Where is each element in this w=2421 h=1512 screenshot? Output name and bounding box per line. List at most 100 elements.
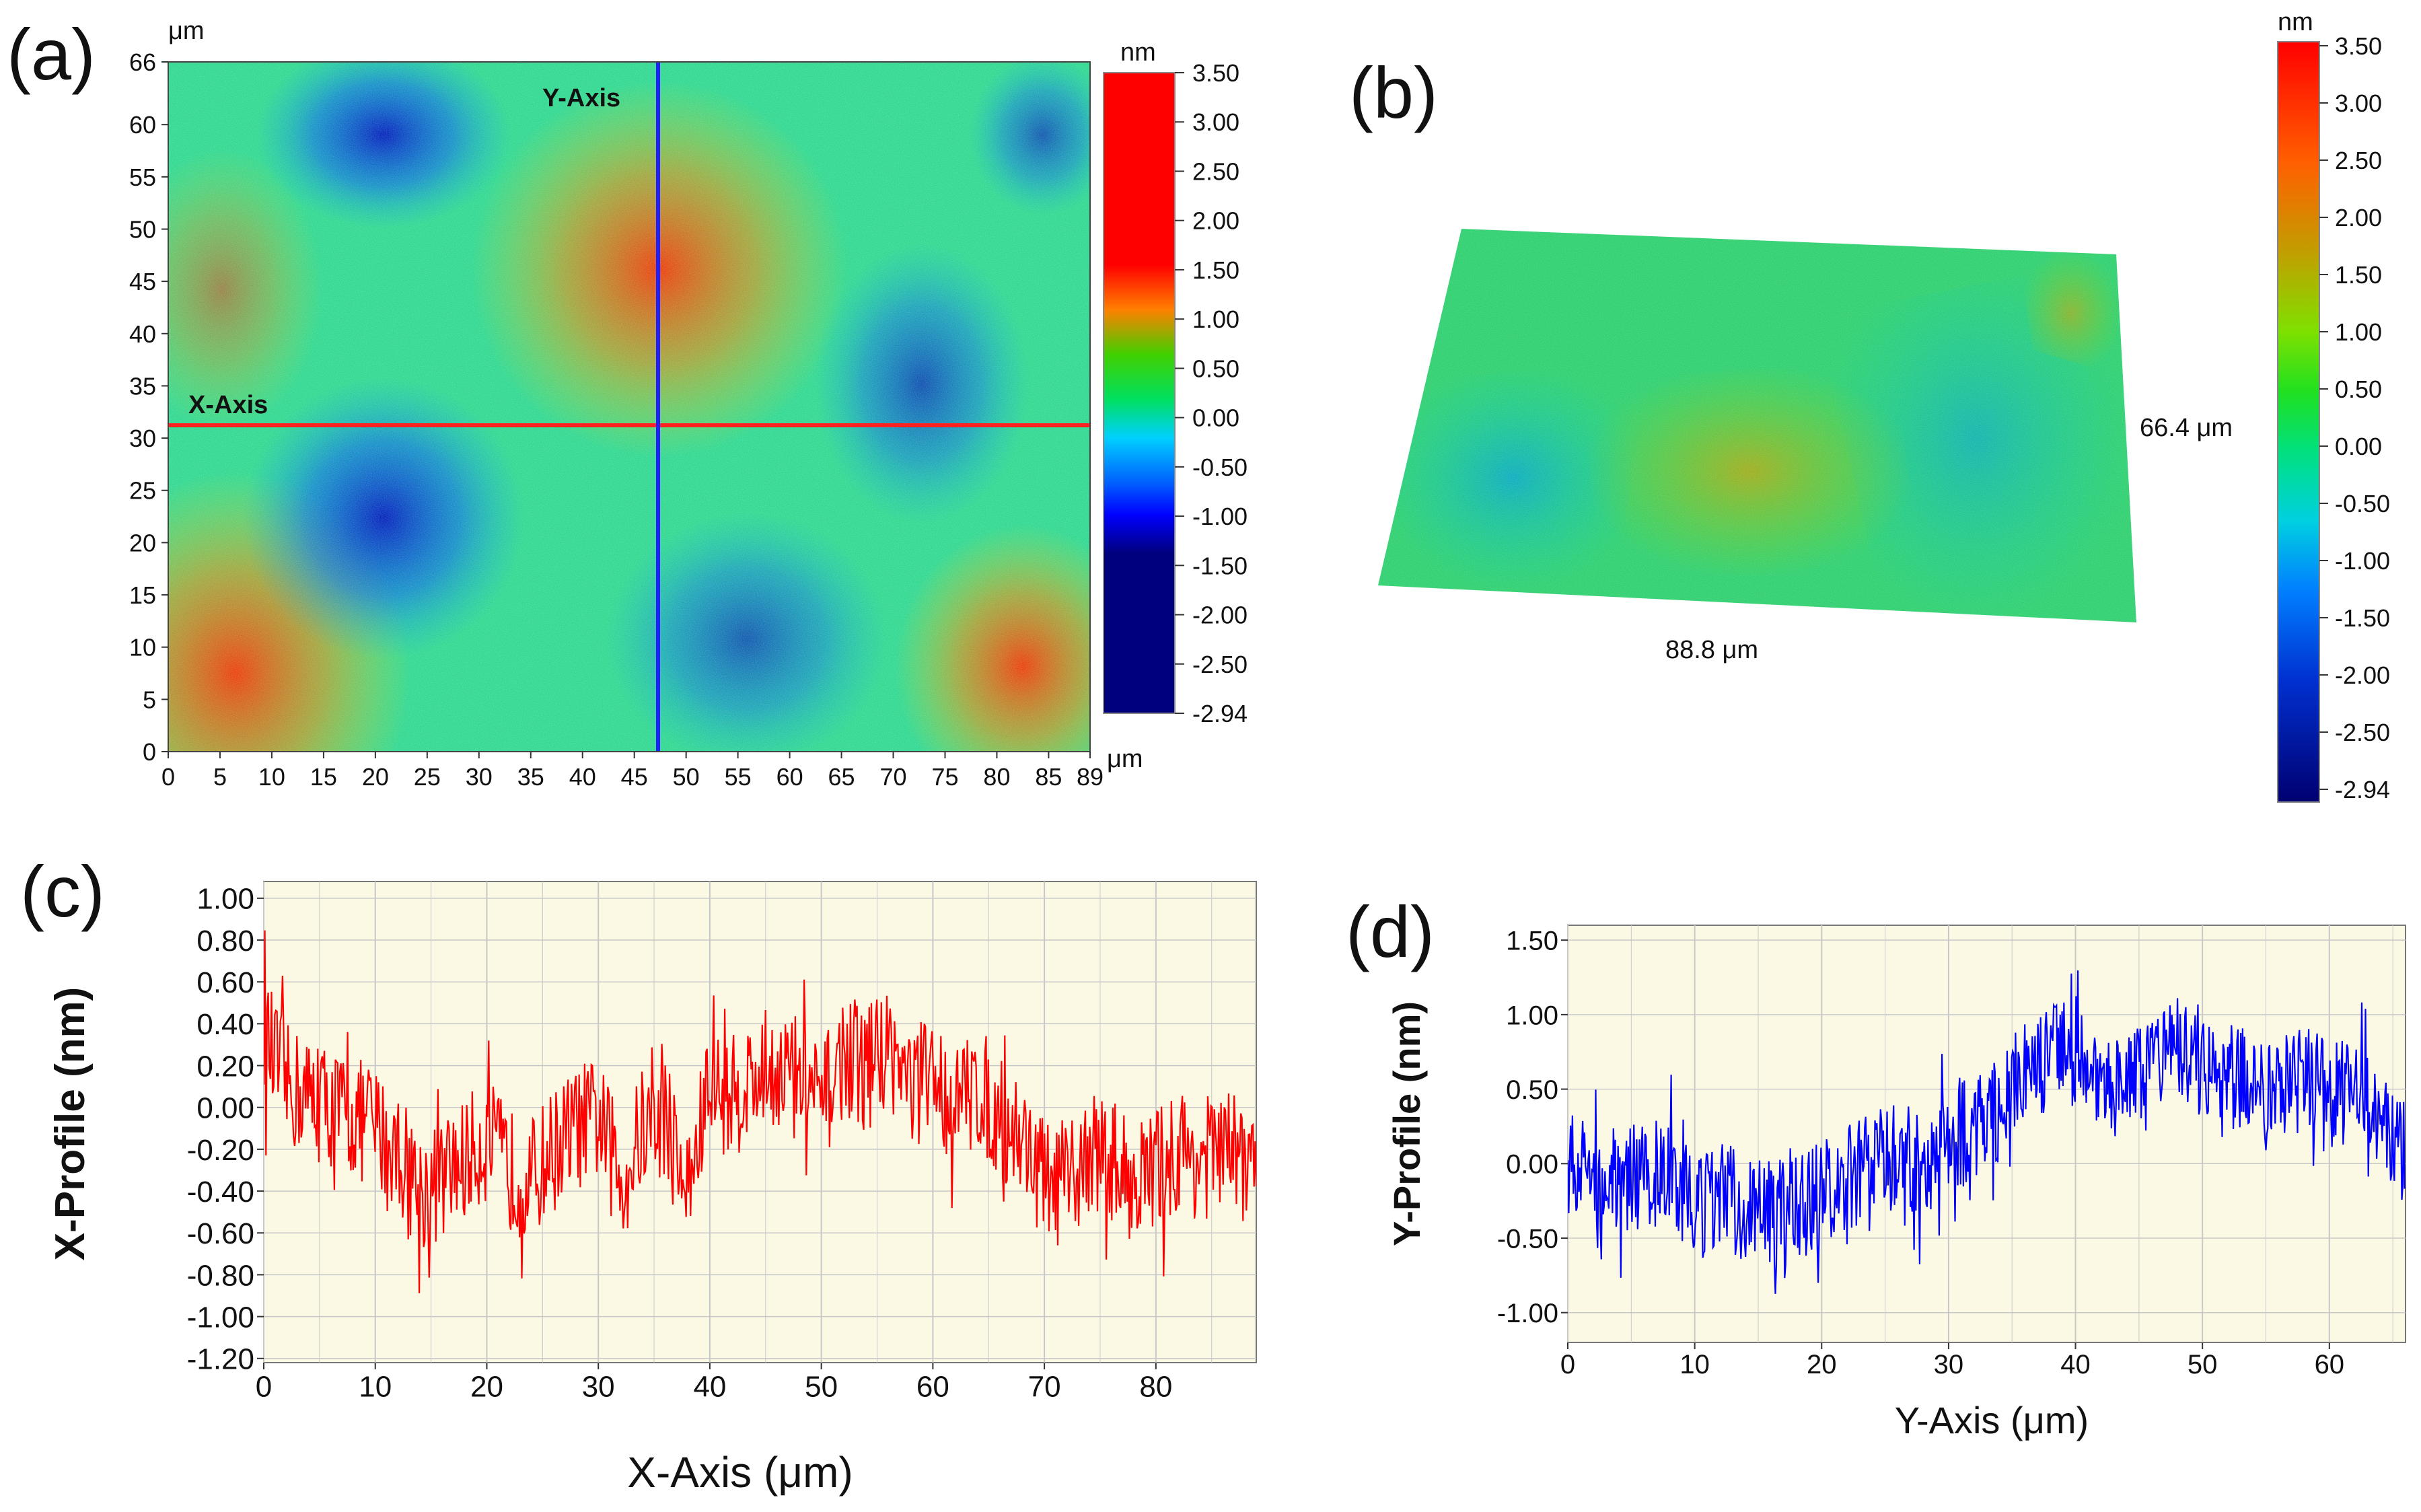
x-tick-label: 15 bbox=[310, 763, 337, 791]
y-tick-label: 55 bbox=[129, 164, 156, 191]
panel-c-y-ticks: 1.00 0.80 0.60 0.40 0.20 0.00 -0.20 -0.40 -0.60 -… bbox=[187, 883, 264, 1376]
panel-a-label: (a) bbox=[7, 13, 96, 95]
colorbar-tick-label: 3.00 bbox=[2335, 89, 2382, 117]
x-tick-label: 80 bbox=[1139, 1371, 1172, 1404]
x-tick-label: 40 bbox=[693, 1371, 726, 1404]
x-tick-label: 5 bbox=[213, 763, 227, 791]
x-tick-label: 60 bbox=[776, 763, 803, 791]
y-tick-label: 66 bbox=[129, 48, 156, 76]
panel-a-frame bbox=[168, 61, 1091, 752]
x-tick-label: 40 bbox=[2060, 1350, 2091, 1379]
y-tick-label: -1.20 bbox=[187, 1343, 254, 1376]
panel-d-xlabel: Y-Axis (μm) bbox=[1895, 1399, 2089, 1441]
x-tick-label: 30 bbox=[466, 763, 493, 791]
x-tick-label: 20 bbox=[470, 1371, 503, 1404]
x-tick-label: 0 bbox=[161, 763, 175, 791]
panel-a: (a) Y-Axis X-Axis μm μm 0 5 10 15 20 25 30 35 40… bbox=[7, 13, 1248, 791]
profile-series-line bbox=[264, 930, 1256, 1293]
x-tick-label: 45 bbox=[621, 763, 648, 791]
x-tick-label: 25 bbox=[414, 763, 441, 791]
x-tick-label: 10 bbox=[1679, 1350, 1710, 1379]
crosshair-x-label: X-Axis bbox=[188, 391, 268, 419]
surface-noise bbox=[1378, 229, 2136, 622]
y-tick-label: 1.00 bbox=[1506, 1001, 1558, 1030]
y-tick-label: 20 bbox=[129, 529, 156, 556]
colorbar-tick-label: 0.50 bbox=[2335, 375, 2382, 403]
x-tick-label: 20 bbox=[1807, 1350, 1837, 1379]
colorbar-tick-label: -2.50 bbox=[2335, 719, 2390, 746]
colorbar-tick-label: -1.50 bbox=[1192, 552, 1248, 579]
panel-a-colorbar-unit: nm bbox=[1120, 38, 1156, 67]
y-tick-label: -0.80 bbox=[187, 1259, 254, 1292]
colorbar-tick-label: -0.50 bbox=[1192, 454, 1248, 481]
surface-dim-x: 88.8 μm bbox=[1665, 636, 1758, 664]
crosshair-y-label: Y-Axis bbox=[542, 84, 620, 112]
colorbar-tick-label: 2.50 bbox=[1192, 157, 1239, 185]
y-tick-label: 60 bbox=[129, 111, 156, 139]
y-tick-label: 0.20 bbox=[196, 1050, 254, 1083]
colorbar-tick-label: 3.50 bbox=[1192, 59, 1239, 87]
panel-b-surface bbox=[1378, 229, 2136, 622]
panel-c: (c) 0 10 20 30 40 50 60 70 80 1.00 0.80 0.60 0.40 0.… bbox=[20, 851, 1257, 1497]
colorbar-tick-label: -2.00 bbox=[1192, 602, 1248, 629]
x-tick-label: 89 bbox=[1077, 763, 1104, 791]
colorbar-tick-label: -1.50 bbox=[2335, 604, 2390, 632]
x-tick-label: 20 bbox=[362, 763, 389, 791]
y-tick-label: 40 bbox=[129, 320, 156, 348]
colorbar-tick-label: -2.94 bbox=[2335, 776, 2390, 803]
x-tick-label: 70 bbox=[880, 763, 907, 791]
x-tick-label: 50 bbox=[2188, 1350, 2218, 1379]
panel-a-colorbar-ticks: 3.50 3.00 2.50 2.00 1.50 1.00 0.50 0.00 -0.50 -1.… bbox=[1175, 59, 1248, 727]
x-tick-label: 50 bbox=[805, 1371, 838, 1404]
panel-c-xlabel: X-Axis (μm) bbox=[627, 1448, 853, 1497]
colorbar-tick-label: 2.00 bbox=[2335, 204, 2382, 231]
y-tick-label: -0.40 bbox=[187, 1176, 254, 1209]
panel-c-plot-bg bbox=[263, 881, 1257, 1363]
colorbar-tick-label: -2.50 bbox=[1192, 651, 1248, 678]
colorbar-tick-label: 3.50 bbox=[2335, 32, 2382, 60]
y-tick-label: 25 bbox=[129, 477, 156, 505]
y-tick-label: -0.50 bbox=[1497, 1224, 1558, 1254]
x-tick-label: 80 bbox=[983, 763, 1010, 791]
x-tick-label: 75 bbox=[931, 763, 958, 791]
panel-d: (d) 0 10 20 30 40 50 60 1.50 1.00 0.50 0.00 -0.50 -… bbox=[1346, 891, 2406, 1441]
colorbar-tick-label: 1.50 bbox=[2335, 261, 2382, 289]
surface-dim-y: 66.4 μm bbox=[2140, 414, 2233, 442]
colorbar-tick-label: 0.50 bbox=[1192, 355, 1239, 382]
x-tick-label: 40 bbox=[569, 763, 596, 791]
x-tick-label: 30 bbox=[582, 1371, 615, 1404]
colorbar-tick-label: 2.00 bbox=[1192, 207, 1239, 235]
x-tick-label: 60 bbox=[2315, 1350, 2345, 1379]
colorbar-tick-label: 3.00 bbox=[1192, 108, 1239, 136]
panel-d-y-ticks: 1.50 1.00 0.50 0.00 -0.50 -1.00 bbox=[1497, 927, 1568, 1328]
x-tick-label: 50 bbox=[673, 763, 700, 791]
panel-b-colorbar-unit: nm bbox=[2278, 8, 2313, 36]
y-tick-label: -1.00 bbox=[187, 1301, 254, 1334]
colorbar-tick-label: -0.50 bbox=[2335, 490, 2390, 517]
colorbar-tick-label: 0.00 bbox=[1192, 404, 1239, 432]
x-tick-label: 35 bbox=[517, 763, 544, 791]
y-tick-label: 0.80 bbox=[196, 925, 254, 958]
panel-d-x-ticks: 0 10 20 30 40 50 60 bbox=[1560, 1342, 2344, 1379]
panel-b-label: (b) bbox=[1349, 52, 1438, 133]
x-tick-label: 0 bbox=[1560, 1350, 1575, 1379]
colorbar-tick-label: -1.00 bbox=[1192, 503, 1248, 530]
x-tick-label: 10 bbox=[359, 1371, 392, 1404]
panel-a-heatmap bbox=[168, 62, 1090, 752]
panel-a-x-ticks: 0 5 10 15 20 25 30 35 40 45 50 55 60 65 70 75 80 85 89 bbox=[161, 752, 1104, 791]
x-tick-label: 70 bbox=[1028, 1371, 1061, 1404]
colorbar-tick-label: 1.50 bbox=[1192, 256, 1239, 284]
panel-a-y-ticks: 0 5 10 15 20 25 30 35 40 45 50 55 60 66 bbox=[129, 48, 168, 766]
y-tick-label: 0.00 bbox=[1506, 1150, 1558, 1180]
y-tick-label: 1.00 bbox=[196, 883, 254, 916]
profile-series-line bbox=[1568, 970, 2406, 1294]
colorbar-tick-label: 1.00 bbox=[2335, 318, 2382, 346]
x-tick-label: 0 bbox=[256, 1371, 272, 1404]
colorbar-tick-label: -2.00 bbox=[2335, 661, 2390, 689]
y-tick-label: 10 bbox=[129, 634, 156, 661]
panel-c-series bbox=[264, 930, 1256, 1293]
y-tick-label: -1.00 bbox=[1497, 1299, 1558, 1328]
colorbar-tick-label: -2.94 bbox=[1192, 700, 1248, 727]
y-tick-label: 1.50 bbox=[1506, 927, 1558, 956]
